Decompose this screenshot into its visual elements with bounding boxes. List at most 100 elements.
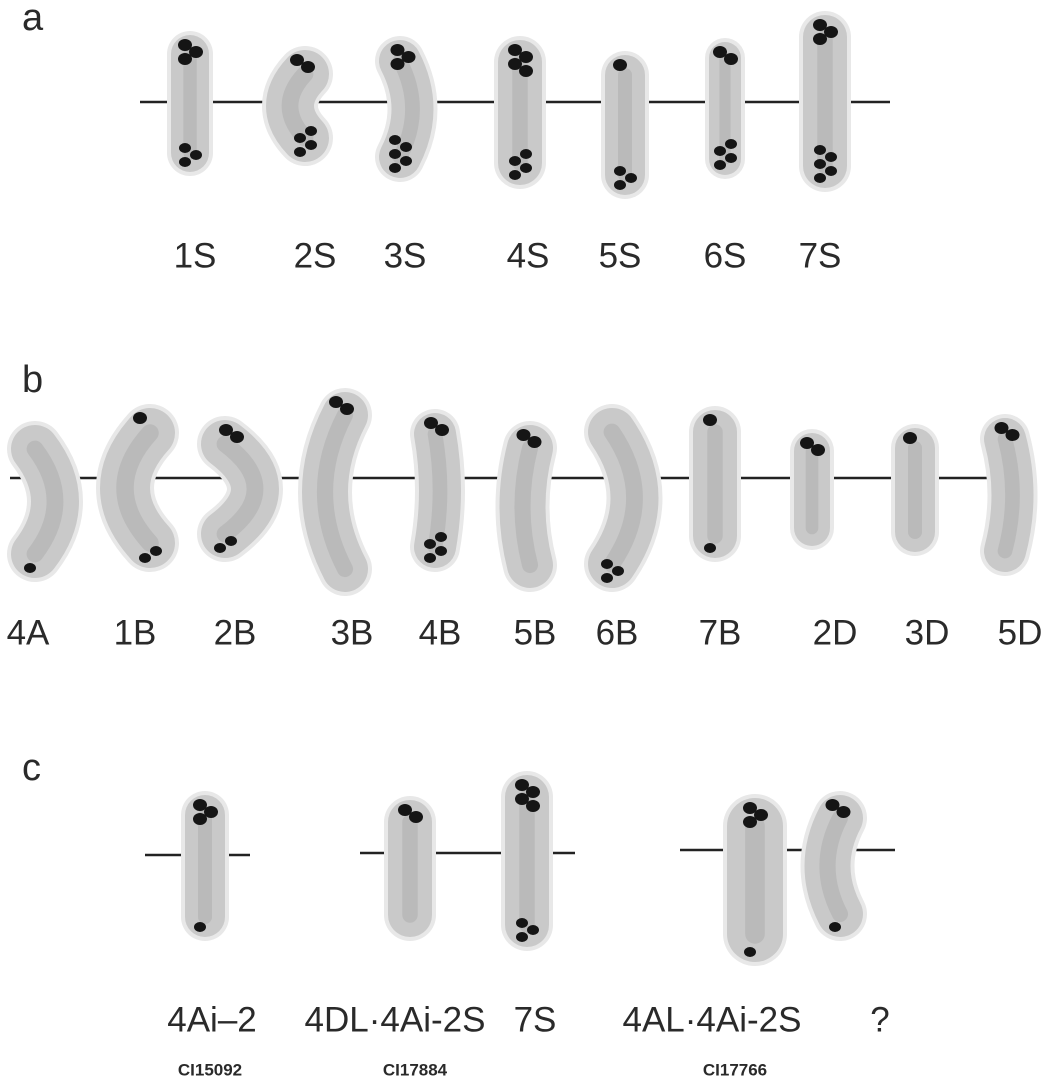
chromosome-label: 2D (813, 613, 858, 652)
chromosome (995, 422, 1020, 551)
chromosome-label: 4B (419, 613, 462, 652)
band (714, 160, 726, 170)
band (509, 170, 521, 180)
chromosome (325, 396, 354, 569)
chromosome-label: 6S (704, 236, 747, 275)
accession-label: CI15092 (178, 1060, 242, 1079)
panel-label: b (22, 359, 43, 401)
chromosome (713, 46, 738, 170)
band (214, 543, 226, 553)
chromosome-label: 1S (174, 236, 217, 275)
band (230, 431, 244, 443)
band (409, 811, 423, 823)
chromosome (398, 804, 423, 915)
band (294, 133, 306, 143)
chromosome (178, 39, 203, 167)
band (528, 436, 542, 448)
chromosome (903, 432, 917, 532)
band (139, 553, 151, 563)
chromosome (515, 779, 540, 942)
band (516, 932, 528, 942)
band (179, 157, 191, 167)
band (294, 147, 306, 157)
band (725, 153, 737, 163)
chromosome-label: 4Ai–2 (167, 1000, 257, 1039)
chromosome (424, 417, 449, 563)
chromosome (24, 449, 55, 573)
chromosome-core (523, 448, 531, 565)
band (829, 922, 841, 932)
band (814, 173, 826, 183)
band (24, 563, 36, 573)
chromosome (193, 799, 218, 932)
band (225, 536, 237, 546)
band (601, 573, 613, 583)
band (133, 412, 147, 424)
chromosome-label: 7S (799, 236, 842, 275)
band (837, 806, 851, 818)
chromosome (508, 44, 533, 180)
page: {"panels": [ {"label": "a", "chromosomes… (0, 0, 1046, 1083)
band (520, 149, 532, 159)
band (391, 58, 405, 70)
band (305, 126, 317, 136)
band (190, 150, 202, 160)
band (526, 800, 540, 812)
chromosome-label: 4A (7, 613, 50, 652)
band (703, 414, 717, 426)
band (400, 156, 412, 166)
band (527, 925, 539, 935)
band (725, 139, 737, 149)
band (743, 816, 757, 828)
band (389, 149, 401, 159)
chromosome-core (435, 434, 440, 547)
band (714, 146, 726, 156)
band (825, 152, 837, 162)
band (903, 432, 917, 444)
band (509, 156, 521, 166)
band (516, 918, 528, 928)
chromosome-label: 4S (507, 236, 550, 275)
panel-label: c (22, 747, 41, 789)
band (811, 444, 825, 456)
band (744, 947, 756, 957)
band (301, 61, 315, 73)
chromosome-label: ? (870, 1000, 889, 1039)
figure: a b c 1S2S3S4S5S6S7S4A1B2B3B4B5B6B7B2D3D… (0, 0, 1046, 1083)
chromosome-label: 2B (214, 613, 257, 652)
chromosome (125, 412, 162, 563)
chromosome (813, 19, 838, 183)
band (340, 403, 354, 415)
chromosome-label: 4DL·4Ai-2S (305, 1000, 486, 1039)
band (435, 424, 449, 436)
chromosome (389, 44, 416, 173)
band (179, 143, 191, 153)
panel-label: a (22, 0, 44, 39)
band (614, 166, 626, 176)
band (614, 180, 626, 190)
band (424, 553, 436, 563)
band (519, 65, 533, 77)
accession-label: CI17884 (383, 1060, 448, 1079)
chromosome-label: 3B (331, 613, 374, 652)
chromosome-label: 5D (998, 613, 1043, 652)
band (813, 33, 827, 45)
band (825, 166, 837, 176)
band (305, 140, 317, 150)
band (435, 546, 447, 556)
chromosome (800, 437, 825, 528)
chromosome-label: 3D (905, 613, 950, 652)
chromosome (613, 59, 637, 190)
band (601, 559, 613, 569)
chromosome-label: 7S (514, 1000, 557, 1039)
chromosome (703, 414, 717, 553)
chromosome-label: 6B (596, 613, 639, 652)
chromosome (214, 424, 255, 553)
chromosome-label: 7B (699, 613, 742, 652)
chromosomes (10, 19, 1030, 957)
band (194, 922, 206, 932)
band (724, 53, 738, 65)
chromosome-label: 5S (599, 236, 642, 275)
band (612, 566, 624, 576)
band (389, 163, 401, 173)
